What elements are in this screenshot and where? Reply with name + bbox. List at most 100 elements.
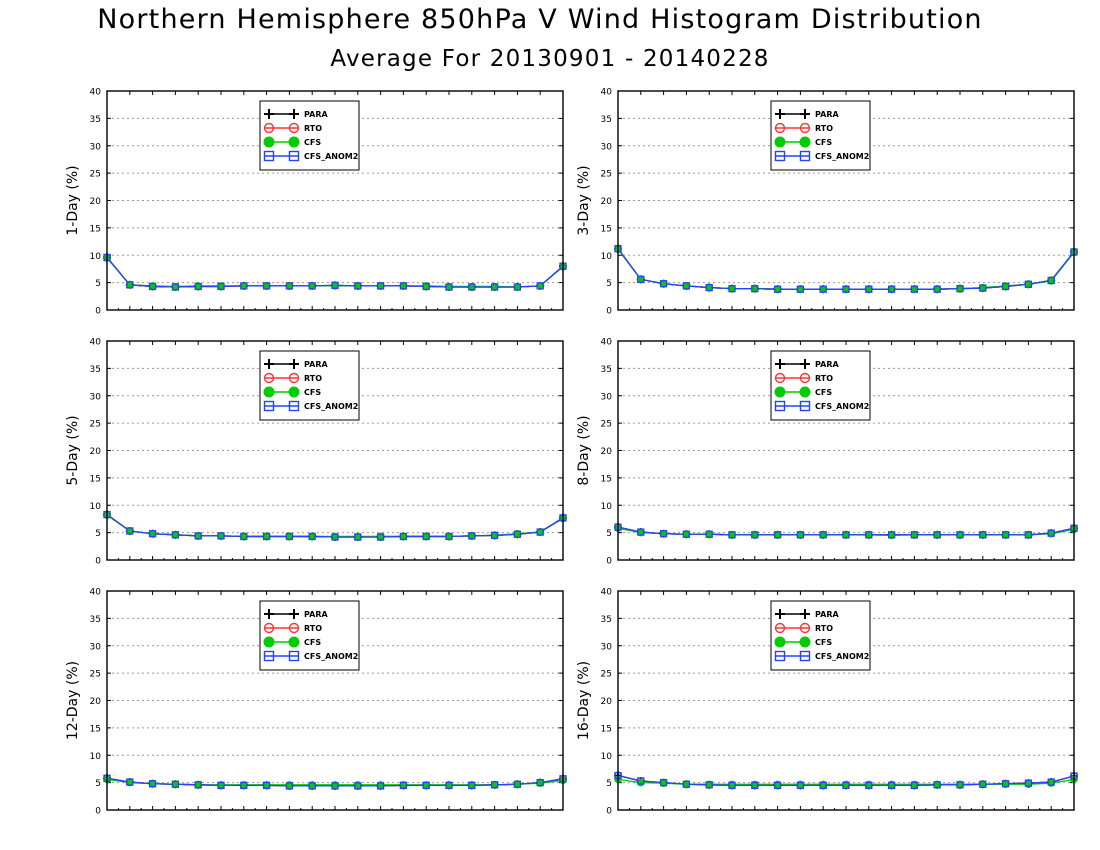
data-point xyxy=(956,531,964,539)
y-tick-label: 5 xyxy=(606,779,612,789)
data-point xyxy=(171,531,180,539)
plot-frame xyxy=(617,340,1075,561)
data-point xyxy=(445,283,453,291)
legend: PARA RTO CFS CFS_ANOM2 xyxy=(259,100,360,171)
data-point xyxy=(659,530,668,538)
data-point xyxy=(308,532,316,541)
data-point xyxy=(445,781,453,790)
data-point xyxy=(979,284,987,292)
legend-entry: CFS xyxy=(304,138,321,147)
legend-marker xyxy=(263,150,275,162)
legend-marker xyxy=(799,386,811,398)
data-point xyxy=(659,778,668,787)
data-point xyxy=(262,532,271,541)
data-point xyxy=(126,281,134,289)
y-tick-label: 25 xyxy=(90,170,101,180)
legend-marker xyxy=(288,372,300,384)
data-point xyxy=(171,780,180,788)
data-point xyxy=(979,780,987,788)
data-point xyxy=(148,780,157,788)
data-point xyxy=(240,532,248,541)
data-point xyxy=(865,285,873,293)
data-point xyxy=(240,781,248,790)
legend-marker xyxy=(288,622,300,634)
data-point xyxy=(933,781,941,789)
legend-marker xyxy=(263,136,275,148)
data-point xyxy=(376,282,385,290)
chart-panel-2: 0 5 10 15 20 25 30 35 40 3-Day (%) PARA RTO CFS CFS_A… xyxy=(576,88,1078,317)
y-tick-label: 40 xyxy=(601,88,613,98)
plot-frame xyxy=(617,90,1075,311)
y-tick-label: 35 xyxy=(601,615,612,625)
data-point xyxy=(796,531,805,539)
data-point xyxy=(819,531,827,539)
y-axis-label: 16-Day (%) xyxy=(576,661,592,740)
y-tick-label: 20 xyxy=(601,447,613,457)
data-point xyxy=(468,532,476,540)
data-point xyxy=(751,781,759,790)
data-point xyxy=(819,531,827,539)
data-point xyxy=(796,285,805,293)
legend-entry: CFS_ANOM2 xyxy=(304,652,358,661)
data-point xyxy=(796,781,805,790)
data-point xyxy=(308,532,316,541)
y-tick-label: 10 xyxy=(90,252,102,262)
data-point xyxy=(682,530,691,538)
legend-marker xyxy=(774,400,786,412)
legend-entry: RTO xyxy=(815,624,833,633)
y-tick-label: 10 xyxy=(90,502,102,512)
data-point xyxy=(796,285,805,293)
data-point xyxy=(422,532,430,541)
data-point xyxy=(887,285,896,293)
legend-entry: RTO xyxy=(304,374,322,383)
data-point xyxy=(513,780,522,788)
legend-marker xyxy=(774,122,786,134)
data-point xyxy=(513,780,522,788)
y-tick-label: 0 xyxy=(95,557,101,567)
legend-marker xyxy=(288,386,300,398)
data-point xyxy=(217,532,225,540)
data-point xyxy=(399,282,408,290)
y-tick-label: 15 xyxy=(601,224,612,234)
legend: PARA RTO CFS CFS_ANOM2 xyxy=(770,100,871,171)
legend-marker xyxy=(799,650,811,662)
data-point xyxy=(285,782,294,790)
chart-panel-5: 0 5 10 15 20 25 30 35 40 12-Day (%) PARA RTO CFS CFS_… xyxy=(65,588,567,817)
y-tick-label: 15 xyxy=(90,474,101,484)
legend-marker xyxy=(774,386,786,398)
legend-entry: PARA xyxy=(304,110,328,119)
legend-marker xyxy=(263,372,275,384)
legend-entry: RTO xyxy=(815,374,833,383)
data-point xyxy=(126,778,134,786)
data-point xyxy=(513,283,522,291)
legend-box xyxy=(770,100,871,171)
data-point xyxy=(910,531,919,539)
data-point xyxy=(910,531,919,539)
data-point xyxy=(1001,531,1010,539)
y-tick-label: 35 xyxy=(90,365,101,375)
data-point xyxy=(536,528,544,536)
y-tick-label: 5 xyxy=(95,779,101,789)
data-point xyxy=(285,532,294,541)
data-point xyxy=(194,532,202,540)
legend-entry: CFS_ANOM2 xyxy=(304,152,358,161)
y-tick-label: 30 xyxy=(90,642,102,652)
legend: PARA RTO CFS CFS_ANOM2 xyxy=(259,600,360,671)
data-point xyxy=(637,777,645,785)
data-point xyxy=(933,531,941,539)
data-point xyxy=(285,282,294,290)
data-point xyxy=(262,282,271,290)
data-point xyxy=(331,281,339,290)
data-point xyxy=(490,531,499,540)
legend-marker xyxy=(263,636,275,648)
y-tick-label: 30 xyxy=(601,642,613,652)
legend-marker xyxy=(799,150,811,162)
data-point xyxy=(194,282,202,291)
data-point xyxy=(910,781,919,790)
data-point xyxy=(705,283,713,292)
data-point xyxy=(194,781,202,789)
data-point xyxy=(865,531,873,539)
legend-entry: CFS xyxy=(304,638,321,647)
data-point xyxy=(376,282,385,290)
data-point xyxy=(1001,282,1010,291)
